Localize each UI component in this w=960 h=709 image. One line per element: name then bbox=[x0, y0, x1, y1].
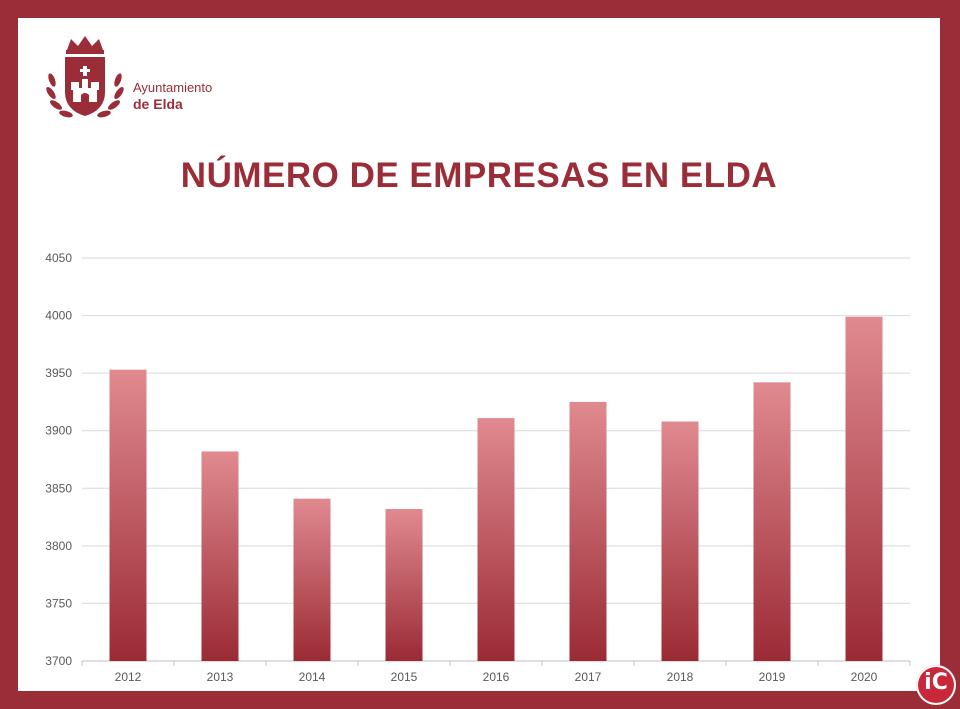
ic-badge-icon: iC bbox=[916, 665, 956, 705]
x-tick-label: 2017 bbox=[575, 670, 602, 684]
bar-2018 bbox=[661, 421, 699, 661]
bar-2020 bbox=[845, 316, 883, 661]
y-tick-label: 4000 bbox=[45, 309, 72, 323]
x-tick-label: 2016 bbox=[483, 670, 510, 684]
y-tick-label: 3900 bbox=[45, 424, 72, 438]
x-tick-label: 2015 bbox=[391, 670, 418, 684]
bar-2012 bbox=[109, 369, 147, 661]
y-tick-label: 3850 bbox=[45, 481, 72, 495]
y-tick-label: 3750 bbox=[45, 596, 72, 610]
x-tick-label: 2014 bbox=[299, 670, 326, 684]
chart-title: NÚMERO DE EMPRESAS EN ELDA bbox=[180, 156, 778, 195]
ayuntamiento-logo: Ayuntamiento de Elda bbox=[40, 30, 220, 125]
logo-line-de-elda: de Elda bbox=[133, 96, 183, 112]
bar-2013 bbox=[201, 451, 239, 661]
bar-2017 bbox=[569, 401, 607, 661]
y-tick-label: 4050 bbox=[45, 251, 72, 265]
logo-line-ayuntamiento: Ayuntamiento bbox=[133, 80, 213, 95]
x-tick-label: 2013 bbox=[207, 670, 234, 684]
y-tick-label: 3700 bbox=[45, 654, 72, 668]
x-tick-label: 2019 bbox=[759, 670, 786, 684]
y-axis-ticks: 3700 3750 3800 3850 3900 3950 4000 4050 bbox=[45, 251, 72, 668]
y-tick-label: 3950 bbox=[45, 366, 72, 380]
slide-panel: Ayuntamiento de Elda NÚMERO DE EMPRESAS … bbox=[18, 18, 940, 691]
bars bbox=[109, 316, 883, 661]
x-axis-ticks: 2012 2013 2014 2015 2016 2017 2018 2019 2020 bbox=[81, 661, 911, 684]
coat-of-arms-icon bbox=[46, 36, 124, 118]
bar-2015 bbox=[385, 509, 423, 661]
bar-2019 bbox=[753, 382, 791, 661]
bar-2014 bbox=[293, 498, 331, 661]
y-tick-label: 3800 bbox=[45, 539, 72, 553]
x-tick-label: 2018 bbox=[667, 670, 694, 684]
x-tick-label: 2020 bbox=[851, 670, 878, 684]
x-tick-label: 2012 bbox=[115, 670, 142, 684]
ic-badge-text: iC bbox=[924, 670, 948, 695]
bar-2016 bbox=[477, 418, 515, 661]
